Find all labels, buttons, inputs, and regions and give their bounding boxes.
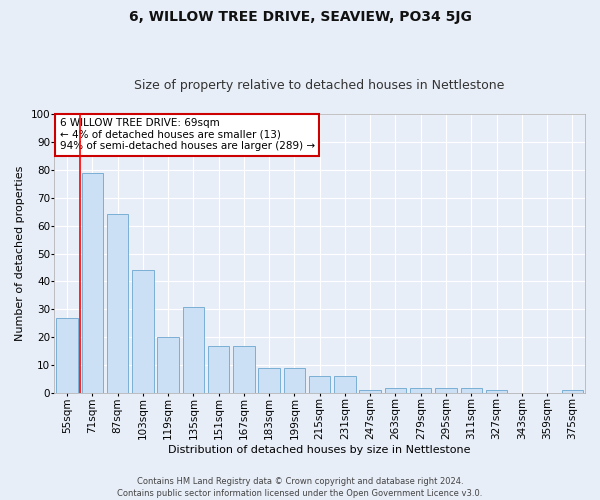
Bar <box>486 390 507 393</box>
Bar <box>435 388 457 393</box>
Bar <box>132 270 154 393</box>
Bar <box>107 214 128 393</box>
Y-axis label: Number of detached properties: Number of detached properties <box>15 166 25 342</box>
Bar <box>359 390 381 393</box>
Bar <box>208 346 229 393</box>
Bar <box>410 388 431 393</box>
Bar <box>309 376 331 393</box>
Bar <box>461 388 482 393</box>
Bar <box>334 376 356 393</box>
Bar <box>284 368 305 393</box>
Bar <box>259 368 280 393</box>
Text: 6 WILLOW TREE DRIVE: 69sqm
← 4% of detached houses are smaller (13)
94% of semi-: 6 WILLOW TREE DRIVE: 69sqm ← 4% of detac… <box>59 118 315 152</box>
Text: Contains HM Land Registry data © Crown copyright and database right 2024.
Contai: Contains HM Land Registry data © Crown c… <box>118 476 482 498</box>
Bar <box>56 318 78 393</box>
Bar <box>82 172 103 393</box>
Bar <box>385 388 406 393</box>
Title: Size of property relative to detached houses in Nettlestone: Size of property relative to detached ho… <box>134 79 505 92</box>
Bar <box>562 390 583 393</box>
Text: 6, WILLOW TREE DRIVE, SEAVIEW, PO34 5JG: 6, WILLOW TREE DRIVE, SEAVIEW, PO34 5JG <box>128 10 472 24</box>
Bar <box>157 338 179 393</box>
Bar <box>182 306 204 393</box>
X-axis label: Distribution of detached houses by size in Nettlestone: Distribution of detached houses by size … <box>169 445 471 455</box>
Bar <box>233 346 254 393</box>
